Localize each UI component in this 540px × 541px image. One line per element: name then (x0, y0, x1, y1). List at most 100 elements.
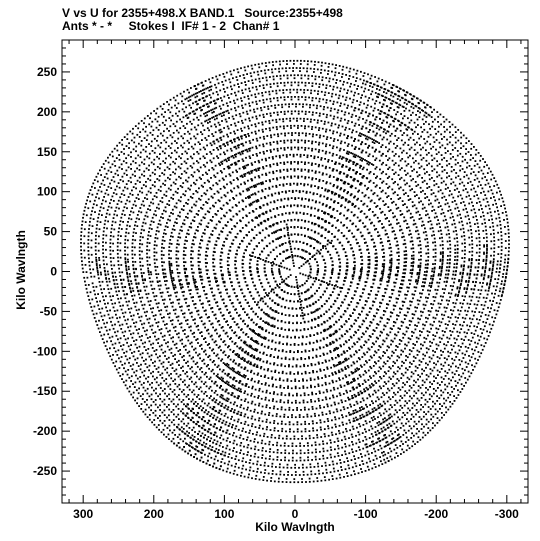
uv-point (300, 351, 303, 353)
uv-point (290, 380, 293, 382)
uv-point (326, 251, 329, 253)
uv-point (229, 231, 232, 234)
uv-point (216, 373, 219, 376)
uv-point (415, 336, 418, 339)
uv-point (343, 189, 346, 191)
uv-point (241, 199, 244, 202)
uv-point (256, 139, 259, 142)
uv-point (185, 336, 188, 339)
uv-point (423, 341, 426, 344)
uv-point (311, 128, 313, 130)
uv-point (183, 316, 186, 319)
uv-point (228, 345, 230, 347)
uv-point (293, 204, 296, 207)
uv-point (193, 331, 195, 334)
uv-point (226, 380, 228, 383)
uv-point (290, 197, 293, 199)
uv-point (302, 307, 305, 309)
uv-point (282, 184, 285, 187)
uv-point (227, 270, 230, 273)
uv-point (147, 234, 150, 237)
uv-point (359, 183, 362, 186)
uv-point (276, 255, 278, 258)
uv-point (440, 233, 443, 235)
uv-point (279, 125, 282, 128)
uv-point (242, 407, 245, 410)
uv-point (442, 252, 444, 255)
uv-point (294, 197, 297, 199)
uv-point (212, 258, 214, 260)
uv-point (393, 163, 396, 166)
uv-point (408, 324, 411, 326)
uv-point (381, 276, 384, 278)
uv-point (273, 133, 276, 136)
uv-point (196, 160, 198, 162)
uv-point (199, 345, 201, 347)
uv-point (220, 396, 223, 399)
uv-point (285, 372, 288, 375)
uv-point (365, 160, 368, 162)
uv-point (443, 215, 446, 218)
uv-point (443, 280, 446, 283)
uv-point (396, 218, 398, 221)
uv-point (288, 321, 291, 324)
uv-point (236, 353, 239, 355)
uv-point (290, 175, 292, 178)
uv-point (204, 228, 206, 231)
uv-point (268, 414, 270, 416)
uv-point (192, 319, 195, 321)
uv-point (306, 413, 309, 416)
uv-point (328, 410, 331, 413)
uv-point (386, 280, 388, 283)
uv-point (237, 410, 240, 413)
uv-point (353, 257, 356, 260)
uv-point (183, 261, 185, 263)
uv-point (442, 251, 444, 253)
uv-point (248, 172, 251, 175)
uv-point (298, 191, 301, 194)
uv-point (379, 168, 381, 171)
uv-point (216, 305, 219, 307)
uv-point (177, 187, 179, 190)
uv-point (392, 375, 395, 378)
uv-point (422, 289, 424, 291)
uv-point (346, 307, 349, 310)
uv-point (389, 270, 392, 272)
uv-point (336, 146, 338, 149)
uv-point (355, 331, 357, 334)
uv-point (273, 148, 275, 151)
uv-point (384, 310, 387, 313)
uv-point (329, 276, 332, 279)
uv-point (271, 332, 274, 334)
uv-point (331, 225, 334, 227)
uv-point (238, 160, 240, 162)
uv-point (264, 188, 267, 190)
uv-point (265, 212, 268, 214)
uv-point (388, 300, 391, 302)
uv-point (308, 297, 311, 299)
uv-point (205, 265, 207, 268)
uv-point (350, 211, 353, 214)
uv-point (242, 375, 245, 378)
uv-point (406, 206, 408, 209)
uv-point (341, 335, 344, 338)
uv-point (229, 326, 231, 329)
uv-point (416, 229, 419, 232)
uv-point (183, 250, 185, 253)
uv-point (396, 359, 398, 362)
uv-point (202, 146, 205, 149)
uv-point (247, 221, 250, 224)
uv-point (393, 285, 396, 288)
uv-point (264, 120, 267, 123)
uv-point (409, 304, 412, 307)
uv-point (160, 309, 163, 312)
uv-point (203, 232, 206, 235)
uv-point (322, 245, 324, 248)
uv-point (146, 252, 148, 255)
uv-point (231, 302, 234, 304)
uv-point (375, 184, 378, 187)
uv-point (410, 320, 413, 323)
uv-point (245, 141, 247, 144)
uv-point (380, 154, 383, 157)
uv-point (285, 257, 287, 260)
